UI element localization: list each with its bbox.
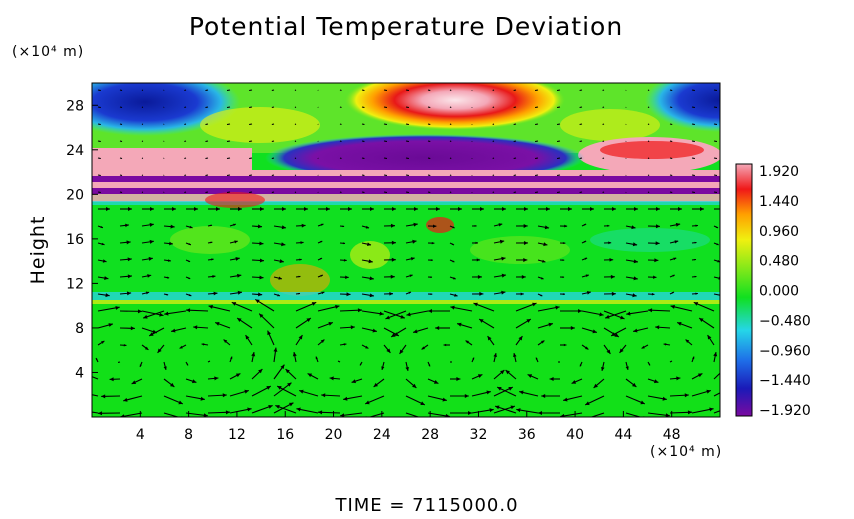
y-axis-ticks: 4 8 12 16 20 24 28 bbox=[66, 98, 98, 381]
colorbar-tick-label: −0.480 bbox=[759, 313, 811, 329]
colorbar-tick-label: 1.920 bbox=[759, 164, 799, 180]
time-label: TIME = 7115000.0 bbox=[335, 495, 519, 516]
chart-title: Potential Temperature Deviation bbox=[188, 12, 624, 41]
x-tick-label: 32 bbox=[470, 427, 488, 443]
y-tick-label: 20 bbox=[66, 187, 84, 203]
x-tick-label: 4 bbox=[136, 427, 145, 443]
x-tick-label: 28 bbox=[421, 427, 439, 443]
colorbar-ticks: 1.920 1.440 0.960 0.480 0.000 −0.480 −0.960 −1.… bbox=[759, 164, 811, 419]
y-tick-label: 16 bbox=[66, 232, 84, 248]
x-tick-label: 12 bbox=[228, 427, 246, 443]
plot-frame bbox=[91, 82, 721, 418]
y-tick-label: 12 bbox=[66, 276, 84, 292]
x-tick-label: 48 bbox=[663, 427, 681, 443]
heatmap-field bbox=[92, 83, 720, 417]
colorbar bbox=[735, 163, 753, 417]
y-tick-label: 28 bbox=[66, 98, 84, 114]
x-axis-ticks: 4 8 12 16 20 24 28 32 36 40 44 48 bbox=[136, 411, 681, 443]
colorbar-tick-label: 0.480 bbox=[759, 254, 799, 270]
y-tick-label: 24 bbox=[66, 143, 84, 159]
x-tick-label: 44 bbox=[614, 427, 632, 443]
x-tick-label: 16 bbox=[276, 427, 294, 443]
colorbar-tick-label: 1.440 bbox=[759, 194, 799, 210]
x-tick-label: 20 bbox=[325, 427, 343, 443]
colorbar-tick-label: 0.000 bbox=[759, 284, 799, 300]
colorbar-tick-label: −1.440 bbox=[759, 373, 811, 389]
x-tick-label: 8 bbox=[184, 427, 193, 443]
colorbar-tick-label: −0.960 bbox=[759, 343, 811, 359]
colorbar-tick-label: −1.920 bbox=[759, 403, 811, 419]
x-tick-label: 40 bbox=[566, 427, 584, 443]
y-tick-label: 8 bbox=[75, 321, 84, 337]
x-tick-label: 24 bbox=[373, 427, 391, 443]
x-axis-unit: (×10⁴ m) bbox=[650, 444, 723, 460]
red-anomaly-center bbox=[345, 83, 565, 130]
wind-vectors bbox=[92, 89, 720, 417]
blue-anomaly-right bbox=[645, 83, 720, 132]
y-axis-unit: (×10⁴ m) bbox=[12, 44, 85, 60]
colorbar-tick-label: 0.960 bbox=[759, 224, 799, 240]
y-tick-label: 4 bbox=[75, 365, 84, 381]
x-tick-label: 36 bbox=[518, 427, 536, 443]
